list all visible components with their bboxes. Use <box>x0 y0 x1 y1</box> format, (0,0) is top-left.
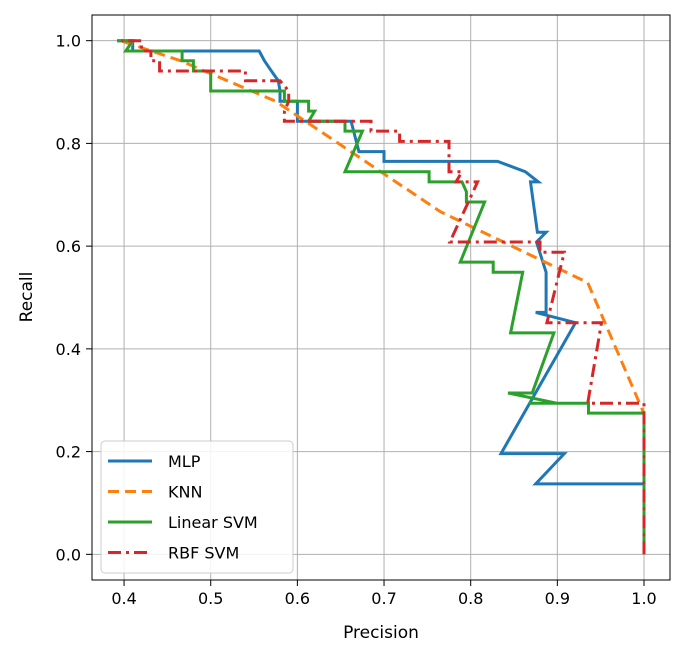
series-line-rbf-svm <box>121 39 646 555</box>
x-tick-label: 0.5 <box>198 589 223 608</box>
series-layer <box>117 39 646 555</box>
legend-label: Linear SVM <box>168 513 258 532</box>
y-axis-label: Recall <box>17 272 37 323</box>
y-tick-label: 0.0 <box>56 545 81 564</box>
series-line-mlp <box>117 39 646 555</box>
legend: MLP KNN Linear SVM RBF SVM <box>100 440 294 574</box>
y-tick-label: 0.8 <box>56 134 81 153</box>
tick-layer: 0.4 0.5 0.6 0.7 0.8 0.9 1.0 0.0 0.2 0.4 0.6 0.8 1.0 <box>56 32 657 608</box>
legend-label: RBF SVM <box>168 544 239 563</box>
series-line-linear-svm <box>117 39 646 555</box>
legend-label: MLP <box>168 452 201 471</box>
legend-label: KNN <box>168 483 202 502</box>
x-tick-label: 0.8 <box>458 589 483 608</box>
x-axis-label: Precision <box>343 623 419 643</box>
y-tick-label: 0.4 <box>56 340 81 359</box>
x-tick-label: 0.9 <box>545 589 570 608</box>
y-tick-label: 1.0 <box>56 32 81 51</box>
plot-frame <box>91 14 671 581</box>
x-tick-label: 0.6 <box>285 589 310 608</box>
x-tick-label: 1.0 <box>631 589 656 608</box>
y-tick-label: 0.6 <box>56 237 81 256</box>
x-tick-label: 0.7 <box>371 589 396 608</box>
y-tick-label: 0.2 <box>56 443 81 462</box>
x-tick-label: 0.4 <box>111 589 136 608</box>
legend-box <box>100 440 294 574</box>
